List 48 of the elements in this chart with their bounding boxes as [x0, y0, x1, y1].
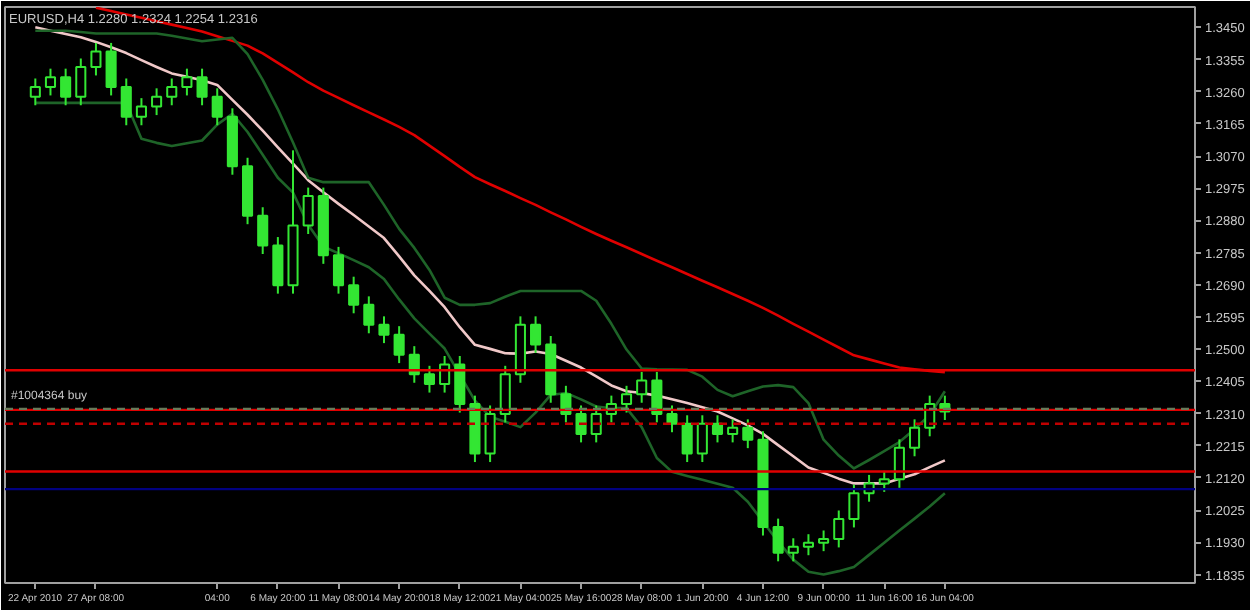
candlestick	[742, 418, 754, 450]
candlestick	[302, 186, 314, 236]
candlestick	[711, 414, 724, 444]
candlestick	[727, 418, 739, 444]
candlestick	[151, 87, 163, 117]
candlestick	[909, 418, 921, 458]
candlestick	[29, 77, 41, 107]
candlestick	[651, 370, 663, 424]
candlestick	[590, 404, 602, 444]
candlestick	[378, 315, 390, 345]
candlestick	[196, 67, 208, 107]
candlestick	[833, 509, 845, 549]
candlestick	[439, 354, 451, 394]
candlestick	[454, 354, 466, 414]
candlestick	[120, 77, 132, 127]
candlestick	[696, 414, 708, 464]
candlestick	[393, 325, 405, 365]
candlestick	[818, 529, 830, 553]
candlestick	[166, 77, 178, 107]
candlestick	[257, 206, 269, 255]
candlestick	[105, 41, 117, 97]
candlestick	[878, 469, 890, 493]
candlestick	[499, 364, 511, 424]
candlestick	[181, 67, 193, 97]
candlestick	[802, 533, 814, 557]
candlestick	[423, 364, 436, 394]
candlestick	[636, 370, 648, 404]
candlestick	[787, 537, 799, 563]
candlestick	[75, 57, 87, 107]
candlestick	[848, 483, 860, 529]
candlestick	[560, 384, 572, 424]
candlestick	[332, 245, 345, 295]
candlestick	[211, 87, 223, 127]
candlestick	[575, 404, 587, 444]
candlestick	[90, 41, 102, 77]
candlestick	[530, 315, 542, 354]
candlestick	[363, 295, 375, 335]
candlestick	[60, 67, 72, 107]
candlestick	[893, 438, 905, 489]
candlestick	[620, 384, 633, 414]
candlestick	[484, 404, 496, 464]
candlestick	[44, 67, 57, 97]
candlestick	[681, 414, 693, 464]
candlestick	[272, 236, 284, 295]
candlestick	[348, 275, 360, 315]
candlestick	[666, 404, 678, 434]
candlestick	[135, 97, 147, 127]
candlestick	[772, 517, 784, 563]
